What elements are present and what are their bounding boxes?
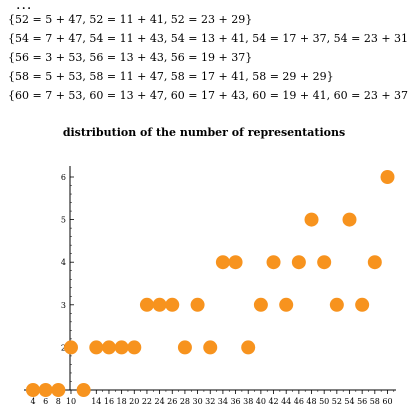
representation-line: {54 = 7 + 47, 54 = 11 + 43, 54 = 13 + 41… [8,32,408,45]
data-point [38,383,53,397]
data-point [329,297,344,312]
x-tick-label: 4 [30,397,35,406]
representation-line: {58 = 5 + 53, 58 = 11 + 47, 58 = 17 + 41… [8,70,334,83]
representation-line: {52 = 5 + 47, 52 = 11 + 41, 52 = 23 + 29… [8,13,253,26]
data-point [76,383,91,397]
x-tick-label: 60 [382,397,392,406]
data-point [342,212,357,227]
x-tick-label: 46 [294,397,304,406]
x-tick-label: 14 [91,397,101,406]
data-point [127,340,142,355]
x-tick-label: 24 [155,397,165,406]
y-tick-label: 6 [61,173,66,182]
x-tick-label: 18 [117,397,127,406]
data-point [291,255,306,270]
data-point [215,255,230,270]
data-point [317,255,332,270]
representation-line: {60 = 7 + 53, 60 = 13 + 47, 60 = 17 + 43… [8,89,408,102]
data-point [355,297,370,312]
data-point [279,297,294,312]
data-point [114,340,129,355]
data-point [266,255,281,270]
x-tick-label: 8 [56,397,61,406]
x-tick-label: 38 [243,397,253,406]
ellipsis: ... [16,0,33,13]
x-tick-label: 40 [256,397,266,406]
data-point [177,340,192,355]
x-tick-label: 20 [129,397,139,406]
x-tick-label: 54 [344,397,354,406]
x-tick-label: 48 [306,397,316,406]
x-tick-label: 22 [142,397,152,406]
data-point [203,340,218,355]
data-point [367,255,382,270]
x-tick-label: 6 [43,397,48,406]
data-point [101,340,116,355]
data-point [152,297,167,312]
x-tick-label: 30 [192,397,202,406]
y-tick-label: 2 [61,343,66,352]
data-point [241,340,256,355]
data-point [165,297,180,312]
x-tick-label: 42 [268,397,278,406]
data-point [190,297,205,312]
data-point [51,383,66,397]
data-point [253,297,268,312]
data-point [63,340,78,355]
data-point [380,170,395,184]
x-tick-label: 50 [319,397,329,406]
data-point [304,212,319,227]
x-tick-label: 26 [167,397,177,406]
x-tick-label: 10 [66,397,76,406]
x-tick-label: 34 [218,397,228,406]
data-point [26,383,40,397]
x-tick-label: 52 [332,397,342,406]
data-point [228,255,243,270]
y-tick-label: 5 [61,216,66,225]
x-tick-label: 36 [230,397,240,406]
x-tick-label: 28 [180,397,190,406]
chart-title: distribution of the number of representa… [62,126,346,139]
y-tick-label: 3 [61,301,66,310]
x-tick-label: 32 [205,397,215,406]
x-tick-label: 16 [104,397,114,406]
representation-line: {56 = 3 + 53, 56 = 13 + 43, 56 = 19 + 37… [8,51,253,64]
x-tick-label: 56 [357,397,367,406]
x-tick-label: 58 [370,397,380,406]
x-tick-label: 44 [281,397,291,406]
data-point [139,297,154,312]
y-tick-label: 4 [61,258,66,267]
data-point [89,340,104,355]
